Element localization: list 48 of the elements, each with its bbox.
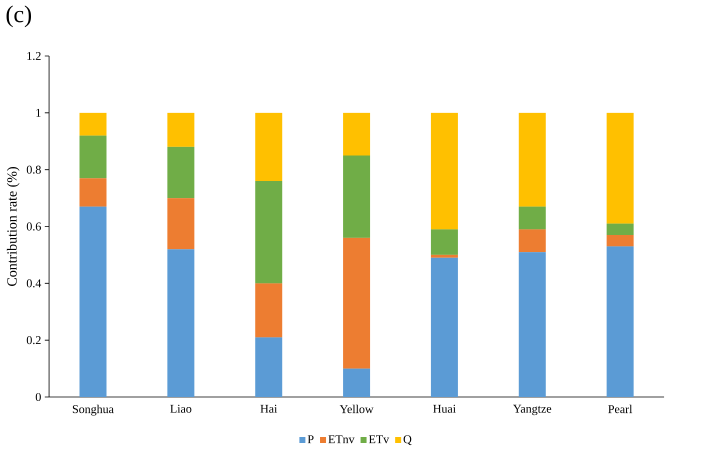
y-tick-label: 0.4 — [26, 279, 42, 288]
y-tick-label: 0.6 — [26, 222, 41, 231]
bar — [430, 112, 458, 230]
legend-label: P — [308, 435, 314, 444]
bar — [343, 112, 370, 156]
bar — [167, 112, 194, 147]
bar — [80, 178, 106, 207]
bar — [255, 337, 282, 397]
bar — [167, 146, 194, 198]
y-tick-label: 0 — [36, 392, 41, 402]
x-tick-label: Hai — [260, 404, 278, 413]
bar — [430, 254, 458, 258]
y-tick-label: 0.2 — [26, 336, 41, 344]
bar — [606, 112, 634, 224]
bar — [255, 181, 282, 284]
bar — [343, 238, 370, 369]
bar — [606, 224, 634, 236]
bar — [167, 198, 194, 250]
bar — [255, 112, 282, 182]
bar — [167, 249, 194, 397]
legend-label: Q — [404, 435, 412, 446]
legend-label: ETv — [368, 435, 390, 444]
bar — [80, 136, 106, 178]
bar — [606, 235, 634, 246]
bar — [518, 252, 546, 397]
text: (c) — [6, 6, 32, 28]
x-tick-label: Yellow — [340, 404, 374, 414]
bar — [430, 229, 458, 255]
bar — [255, 283, 282, 338]
x-tick-label: Liao — [170, 404, 192, 413]
bar — [430, 258, 458, 397]
bar — [343, 368, 370, 397]
legend-label: ETnv — [328, 435, 355, 444]
y-tick-label: 0.8 — [26, 166, 41, 174]
bar — [606, 246, 634, 397]
bar — [80, 206, 106, 397]
x-tick-label: Yangtze — [513, 404, 552, 416]
x-tick-label: Huai — [433, 404, 456, 413]
bar — [80, 112, 106, 136]
bar — [518, 229, 546, 252]
bar — [518, 206, 546, 230]
y-tick-label: 1.2 — [27, 52, 41, 60]
bar — [518, 112, 546, 207]
y-tick-label: 1 — [36, 108, 41, 117]
bar — [343, 155, 370, 238]
x-tick-label: Pearl — [608, 404, 632, 414]
y-axis-title: Contribution rate (%) — [6, 167, 20, 286]
x-tick-label: Songhua — [72, 404, 114, 416]
